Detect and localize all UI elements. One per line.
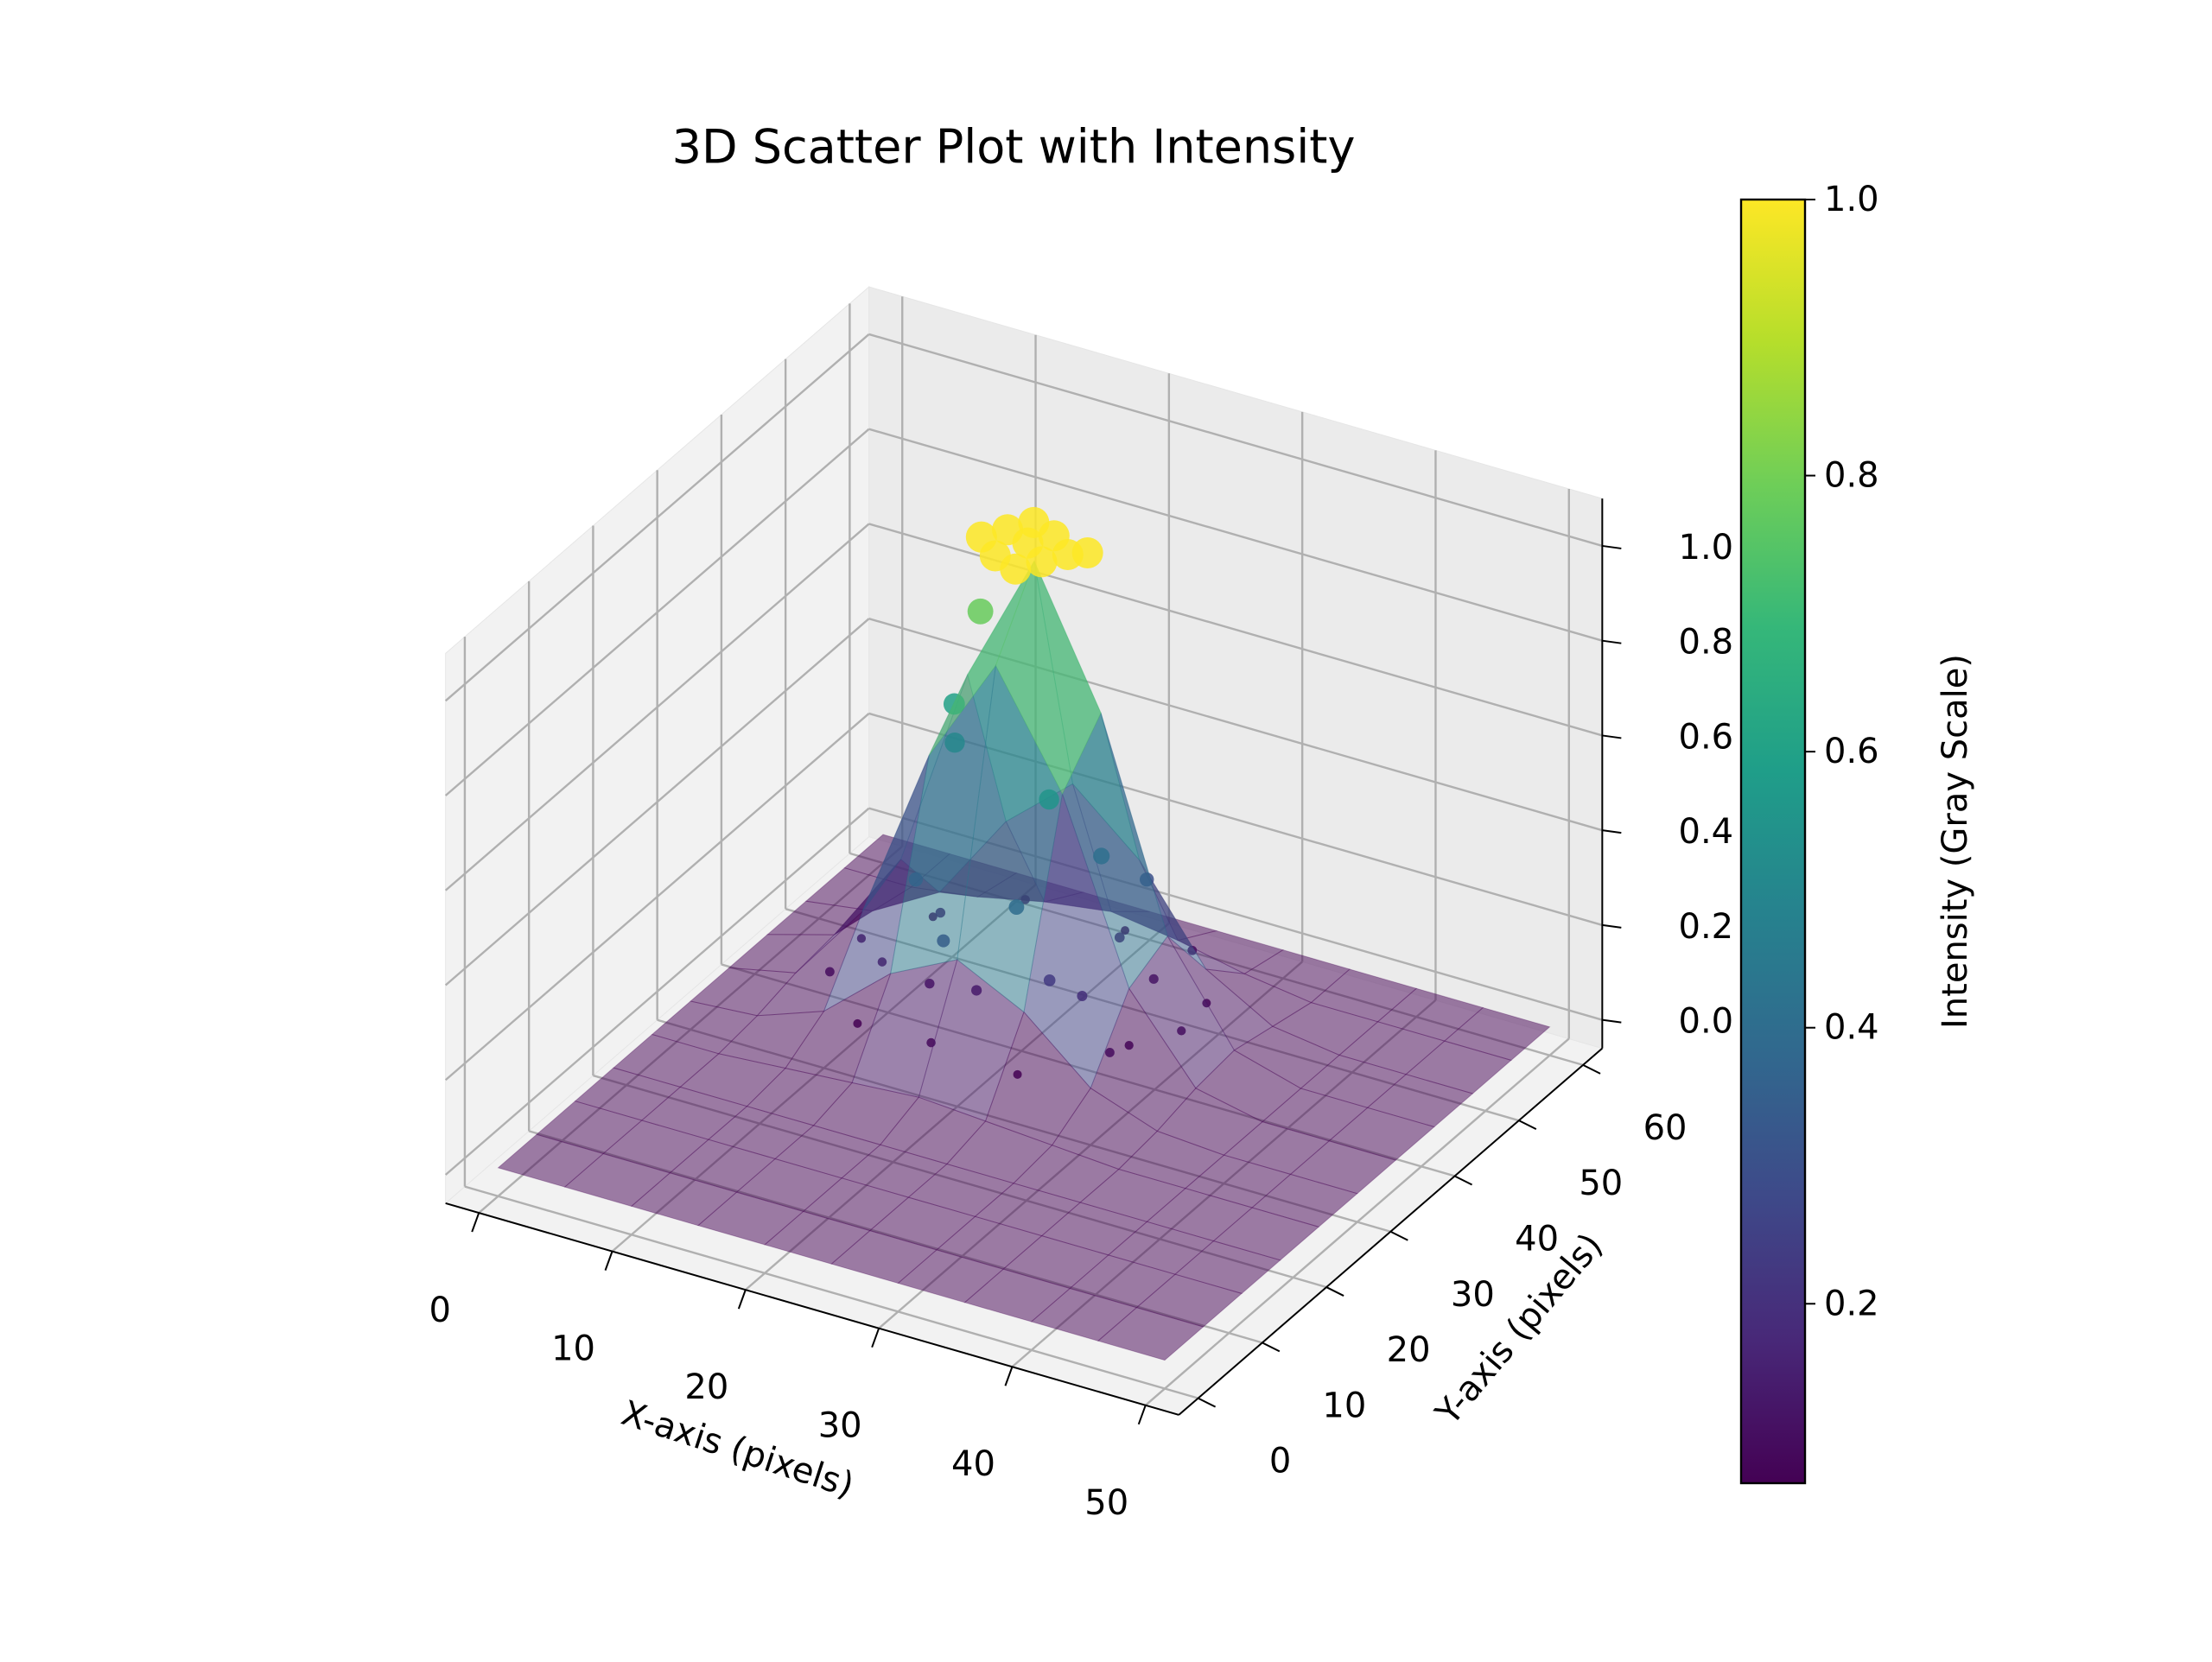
grid-line [444,713,870,1082]
tick-mark [1602,1018,1622,1024]
colorbar [1739,198,1807,1485]
colorbar-tick-label: 0.2 [1824,1284,1879,1323]
surface-patch [1173,1240,1281,1294]
tick-mark [1518,1120,1537,1131]
scatter-point [853,1018,862,1028]
surface-patch [1289,1140,1397,1195]
tick-mark [1602,734,1622,739]
scatter-point [1105,1048,1115,1057]
tick-mark [1325,1286,1344,1297]
tick-mark [1602,829,1622,834]
grid-line [444,807,870,1176]
chart-title: 3D Scatter Plot with Intensity [672,120,1356,174]
scatter-point [967,598,994,625]
tick-mark [604,1251,613,1271]
scatter-point [1026,546,1058,578]
surface-patch [1366,1074,1474,1128]
surface-patch [1135,1273,1243,1328]
tick-mark [1602,639,1622,644]
axis-line [1178,1047,1603,1416]
tick-mark [1389,1230,1408,1241]
x-tick-label: 40 [951,1444,995,1484]
tick-mark [1602,544,1622,549]
z-tick-label: 0.0 [1679,1002,1734,1042]
y-tick-label: 60 [1643,1108,1688,1148]
tick-mark [1582,1063,1601,1075]
colorbar-tick-label: 1.0 [1824,180,1879,219]
z-tick-label: 0.6 [1679,717,1734,757]
surface-patch [1096,1307,1205,1361]
grid-line [868,333,1603,548]
tick-mark [1137,1405,1147,1425]
y-tick-label: 30 [1451,1275,1495,1315]
z-tick-label: 0.8 [1679,623,1734,663]
x-tick-label: 10 [551,1329,595,1369]
tick-mark [1004,1366,1014,1386]
grid-line [464,1185,1198,1399]
x-tick-label: 50 [1084,1483,1128,1523]
surface-patch [1212,1207,1320,1261]
z-tick-label: 0.4 [1679,812,1734,852]
y-tick-label: 40 [1515,1219,1559,1259]
surface-patch [1251,1173,1358,1227]
surface-patch [995,560,1102,796]
scatter-point [1000,553,1032,585]
grid-line [444,523,870,891]
tick-mark [871,1328,880,1348]
colorbar-tick-label: 0.4 [1824,1008,1879,1048]
grid-line [868,428,1603,642]
scatter-point [1039,789,1059,810]
axis-line [445,1202,1179,1416]
y-tick-label: 10 [1322,1386,1366,1425]
grid-line [444,333,870,702]
tick-mark [471,1212,480,1233]
tick-mark [1198,1397,1217,1408]
colorbar-label: Intensity (Gray Scale) [1936,654,1975,1029]
grid-line [444,428,870,796]
surface-patch [1443,1006,1551,1061]
z-tick-label: 1.0 [1679,528,1734,568]
y-tick-label: 50 [1579,1164,1623,1203]
scatter-point [1052,538,1084,570]
z-tick-label: 0.2 [1679,907,1734,947]
y-tick-label: 20 [1387,1330,1431,1370]
colorbar-tick-label: 0.8 [1824,456,1879,496]
tick-mark [1602,923,1622,929]
scatter-point [824,967,835,977]
tick-mark [1454,1175,1473,1186]
y-tick-label: 0 [1269,1442,1291,1481]
grid-line [444,618,870,986]
x-tick-label: 20 [684,1367,728,1407]
surface-patch [1328,1107,1435,1161]
x-tick-label: 30 [818,1406,862,1446]
x-tick-label: 0 [429,1291,451,1330]
colorbar-tick-label: 0.6 [1824,732,1879,771]
tick-mark [1262,1342,1281,1353]
tick-mark [737,1289,747,1310]
